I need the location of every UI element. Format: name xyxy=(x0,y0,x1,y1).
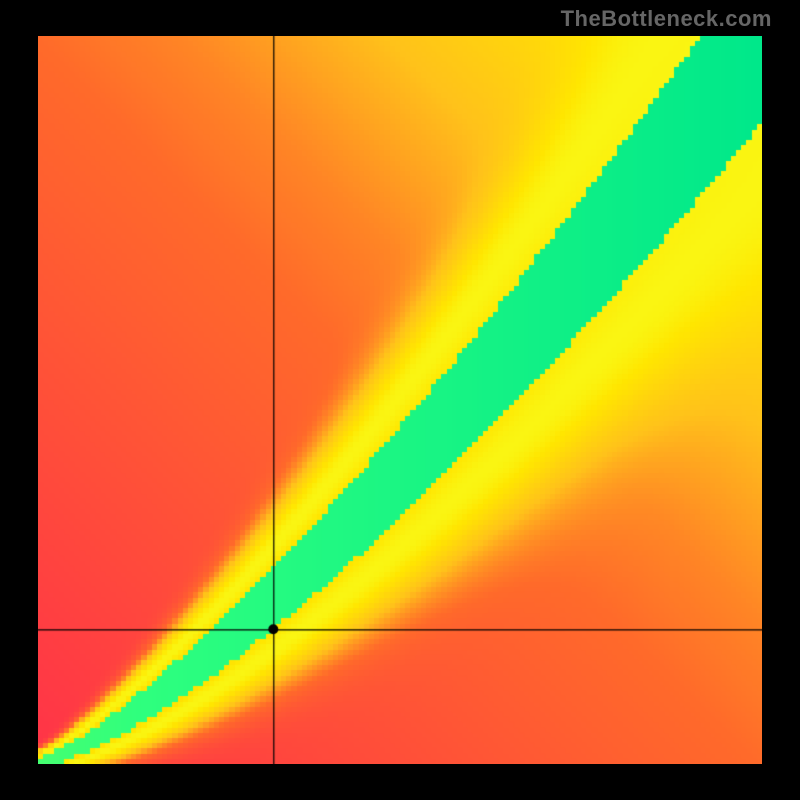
bottleneck-heatmap xyxy=(38,36,762,764)
chart-container: TheBottleneck.com xyxy=(0,0,800,800)
watermark-text: TheBottleneck.com xyxy=(561,6,772,32)
